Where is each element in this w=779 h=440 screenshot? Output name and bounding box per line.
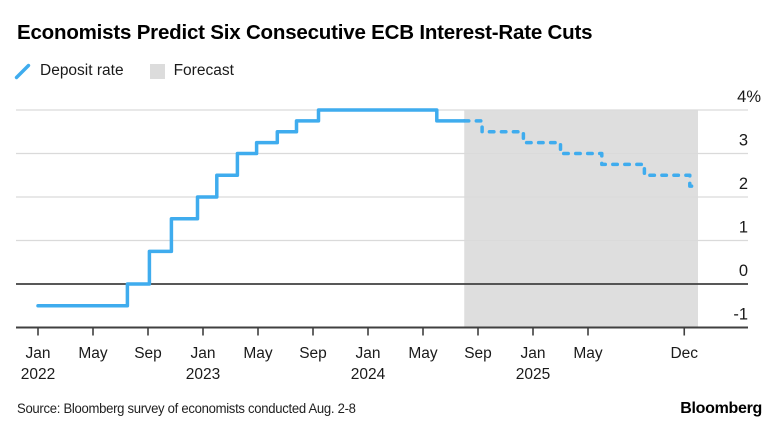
chart-title: Economists Predict Six Consecutive ECB I…: [17, 21, 593, 44]
y-axis-label: 4%: [737, 88, 761, 106]
x-axis-month-label: Jan: [191, 345, 216, 362]
deposit-rate-solid-line: [36, 108, 467, 308]
x-axis-month-label: May: [573, 345, 603, 362]
bloomberg-logo: Bloomberg: [680, 400, 762, 417]
y-axis-label: 0: [739, 262, 748, 280]
x-axis-month-label: May: [408, 345, 438, 362]
y-axis-label: 2: [739, 175, 748, 193]
y-axis-label: -1: [733, 306, 748, 324]
x-axis-month-label: Sep: [134, 345, 162, 362]
deposit-rate-step-chart: 4% 3 2 1 0 -1 Jan 2022 May Sep Jan 2023 May Sep Jan 202…: [16, 88, 761, 383]
x-axis-year-label: 2023: [186, 366, 220, 383]
chart-plot-area: 4% 3 2 1 0 -1 Jan 2022 May Sep Jan 2023 May Sep Jan 202…: [0, 85, 779, 395]
deposit-rate-line-swatch-icon: [14, 63, 31, 79]
x-axis-month-label: May: [243, 345, 273, 362]
x-axis-month-label: Sep: [464, 345, 492, 362]
source-note: Source: Bloomberg survey of economists c…: [17, 401, 356, 416]
deposit-rate-forecast-dashed-line: [462, 119, 699, 188]
x-axis-month-label: Jan: [26, 345, 51, 362]
x-axis-month-label: Dec: [670, 345, 698, 362]
x-axis-year-label: 2022: [21, 366, 55, 383]
legend-label-deposit-rate: Deposit rate: [40, 62, 124, 79]
x-axis-month-label: Jan: [356, 345, 381, 362]
x-axis-month-label: Jan: [521, 345, 546, 362]
chart-legend: Deposit rate Forecast: [14, 62, 234, 80]
legend-item-forecast: Forecast: [149, 62, 234, 80]
y-axis-label: 1: [739, 219, 748, 237]
x-axis-month-label: May: [78, 345, 108, 362]
x-axis-month-label: Sep: [299, 345, 327, 362]
forecast-region: [464, 110, 698, 328]
x-axis-year-label: 2025: [516, 366, 550, 383]
chart-footer: Source: Bloomberg survey of economists c…: [17, 400, 762, 418]
legend-item-deposit-rate: Deposit rate: [14, 62, 124, 80]
x-axis-year-label: 2024: [351, 366, 386, 383]
legend-label-forecast: Forecast: [173, 62, 234, 79]
forecast-area-swatch-icon: [149, 63, 165, 79]
y-axis-label: 3: [739, 132, 748, 150]
